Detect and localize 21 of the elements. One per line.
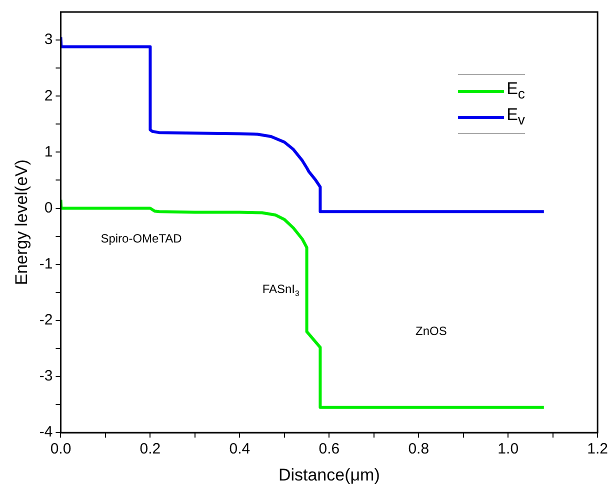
x-tick-label: 0.8 [408, 440, 430, 458]
y-tick-label: -3 [39, 368, 53, 385]
x-tick-label: 0.4 [229, 440, 250, 458]
x-tick-label: 0.0 [50, 440, 72, 458]
y-tick-label: 2 [44, 87, 53, 104]
x-tick-label: 0.2 [140, 440, 161, 458]
y-tick-label: -1 [39, 256, 53, 272]
legend-label: E$_{v}$ [506, 105, 525, 129]
x-tick-label: 0.6 [318, 440, 340, 458]
y-tick-label: -4 [39, 424, 53, 441]
annotation: Spiro-OMeTAD [100, 231, 182, 246]
x-tick-label: 1.0 [498, 440, 519, 458]
y-tick-label: 0 [44, 199, 53, 216]
legend-label: E$_{c}$ [506, 79, 525, 103]
y-tick-label: 3 [44, 31, 53, 48]
annotation: ZnOS [415, 324, 447, 338]
y-tick-label: -2 [39, 312, 53, 329]
y-axis-title: Energy level(eV) [12, 159, 31, 286]
x-axis-title: Distance(μm) [278, 465, 380, 484]
x-tick-label: 1.2 [587, 440, 608, 458]
y-tick-label: 1 [44, 143, 53, 160]
